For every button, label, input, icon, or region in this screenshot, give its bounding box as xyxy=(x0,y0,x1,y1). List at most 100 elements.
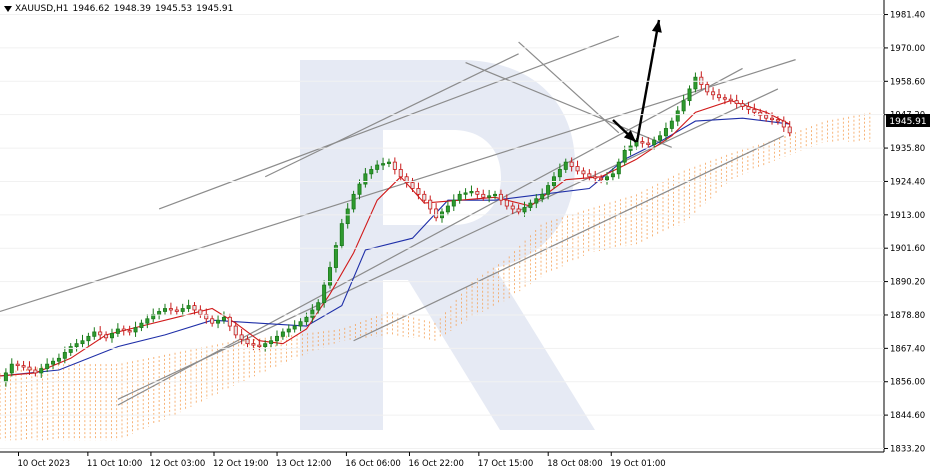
candle-body xyxy=(263,343,268,347)
candle-body xyxy=(781,120,786,128)
candle-body xyxy=(86,335,91,342)
candle-body xyxy=(722,97,727,100)
candle-body xyxy=(92,331,97,337)
y-tick-label: 1981.40 xyxy=(890,11,925,21)
candle-body xyxy=(663,128,668,137)
time-axis: 10 Oct 2023 11 Oct 10:00 12 Oct 03:00 12 Oc… xyxy=(18,452,666,469)
candle-body xyxy=(239,334,244,340)
candle-body xyxy=(322,284,327,304)
candle-body xyxy=(416,188,421,195)
candle-body xyxy=(516,208,521,213)
candle-body xyxy=(734,100,739,104)
candle-body xyxy=(68,346,73,353)
candle-body xyxy=(740,103,745,107)
candle-body xyxy=(528,202,533,208)
candle-body xyxy=(98,331,103,336)
candle-body xyxy=(133,327,138,333)
x-tick-label: 16 Oct 06:00 xyxy=(345,459,400,469)
watermark-logo xyxy=(300,60,595,430)
candle-body xyxy=(245,338,250,345)
candle-body xyxy=(510,205,515,210)
candle-body xyxy=(180,308,185,312)
candle-body xyxy=(469,190,474,194)
y-tick-label: 1913.00 xyxy=(890,211,925,221)
candle-body xyxy=(274,335,279,342)
candle-body xyxy=(363,173,368,185)
candle-body xyxy=(33,369,38,374)
x-tick-label: 13 Oct 12:00 xyxy=(276,459,331,469)
candle-body xyxy=(298,321,303,327)
candle-body xyxy=(705,84,710,93)
candle-body xyxy=(27,366,32,371)
x-tick-label: 19 Oct 01:00 xyxy=(610,459,665,469)
trend-line xyxy=(117,88,779,400)
candle-body xyxy=(251,343,256,346)
candle-body xyxy=(145,318,150,324)
y-tick-label: 1844.60 xyxy=(890,411,925,421)
candle-body xyxy=(770,117,775,121)
candle-body xyxy=(227,316,232,327)
x-tick-label: 10 Oct 2023 xyxy=(18,459,71,469)
candle-body xyxy=(616,161,621,175)
dropdown-triangle-icon[interactable] xyxy=(4,6,12,12)
candle-body xyxy=(233,325,238,336)
candle-body xyxy=(74,343,79,347)
candle-body xyxy=(351,193,356,210)
candle-body xyxy=(174,309,179,312)
y-tick-label: 1833.20 xyxy=(890,444,925,454)
candle-body xyxy=(392,161,397,170)
candle-body xyxy=(304,316,309,323)
candle-body xyxy=(151,313,156,320)
candle-body xyxy=(681,100,686,112)
candle-body xyxy=(45,363,50,369)
candle-body xyxy=(121,328,126,331)
x-tick-label: 12 Oct 19:00 xyxy=(213,459,268,469)
candle-body xyxy=(56,357,61,362)
candle-body xyxy=(292,325,297,330)
current-price-tag: 1945.91 xyxy=(886,114,930,127)
candle-body xyxy=(127,330,132,333)
y-tick-label: 1878.80 xyxy=(890,311,925,321)
candle-body xyxy=(434,208,439,219)
candle-body xyxy=(587,173,592,178)
candle-body xyxy=(687,88,692,102)
trend-line xyxy=(0,59,796,313)
x-tick-label: 17 Oct 15:00 xyxy=(478,459,533,469)
trend-line xyxy=(158,35,620,210)
candle-body xyxy=(381,163,386,166)
y-tick-label: 1924.40 xyxy=(890,177,925,187)
y-tick-label: 1890.20 xyxy=(890,278,925,288)
candle-body xyxy=(328,267,333,286)
candle-body xyxy=(646,142,651,145)
candle-body xyxy=(463,192,468,195)
candle-body xyxy=(658,135,663,141)
candle-body xyxy=(422,193,427,201)
kijun-line xyxy=(0,117,790,377)
candle-body xyxy=(493,193,498,197)
candle-body xyxy=(21,365,26,368)
candle-body xyxy=(168,308,173,311)
candle-body xyxy=(451,199,456,207)
candle-body xyxy=(599,177,604,181)
candle-body xyxy=(3,372,8,383)
candle-body xyxy=(481,193,486,198)
candle-body xyxy=(398,169,403,178)
ohlc-high: 1948.39 xyxy=(113,4,151,14)
trend-line xyxy=(518,41,620,134)
candle-body xyxy=(157,311,162,315)
candle-body xyxy=(775,119,780,122)
candle-body xyxy=(716,94,721,99)
candle-body xyxy=(457,193,462,201)
y-tick-label: 1901.60 xyxy=(890,244,925,254)
candle-body xyxy=(9,363,14,374)
ichimoku-cloud xyxy=(0,112,871,441)
candle-body xyxy=(269,340,274,345)
candle-body xyxy=(540,193,545,200)
candle-body xyxy=(104,334,109,339)
candle-body xyxy=(728,98,733,102)
candle-body xyxy=(216,319,221,324)
candle-body xyxy=(752,109,757,113)
x-tick-label: 18 Oct 08:00 xyxy=(547,459,602,469)
